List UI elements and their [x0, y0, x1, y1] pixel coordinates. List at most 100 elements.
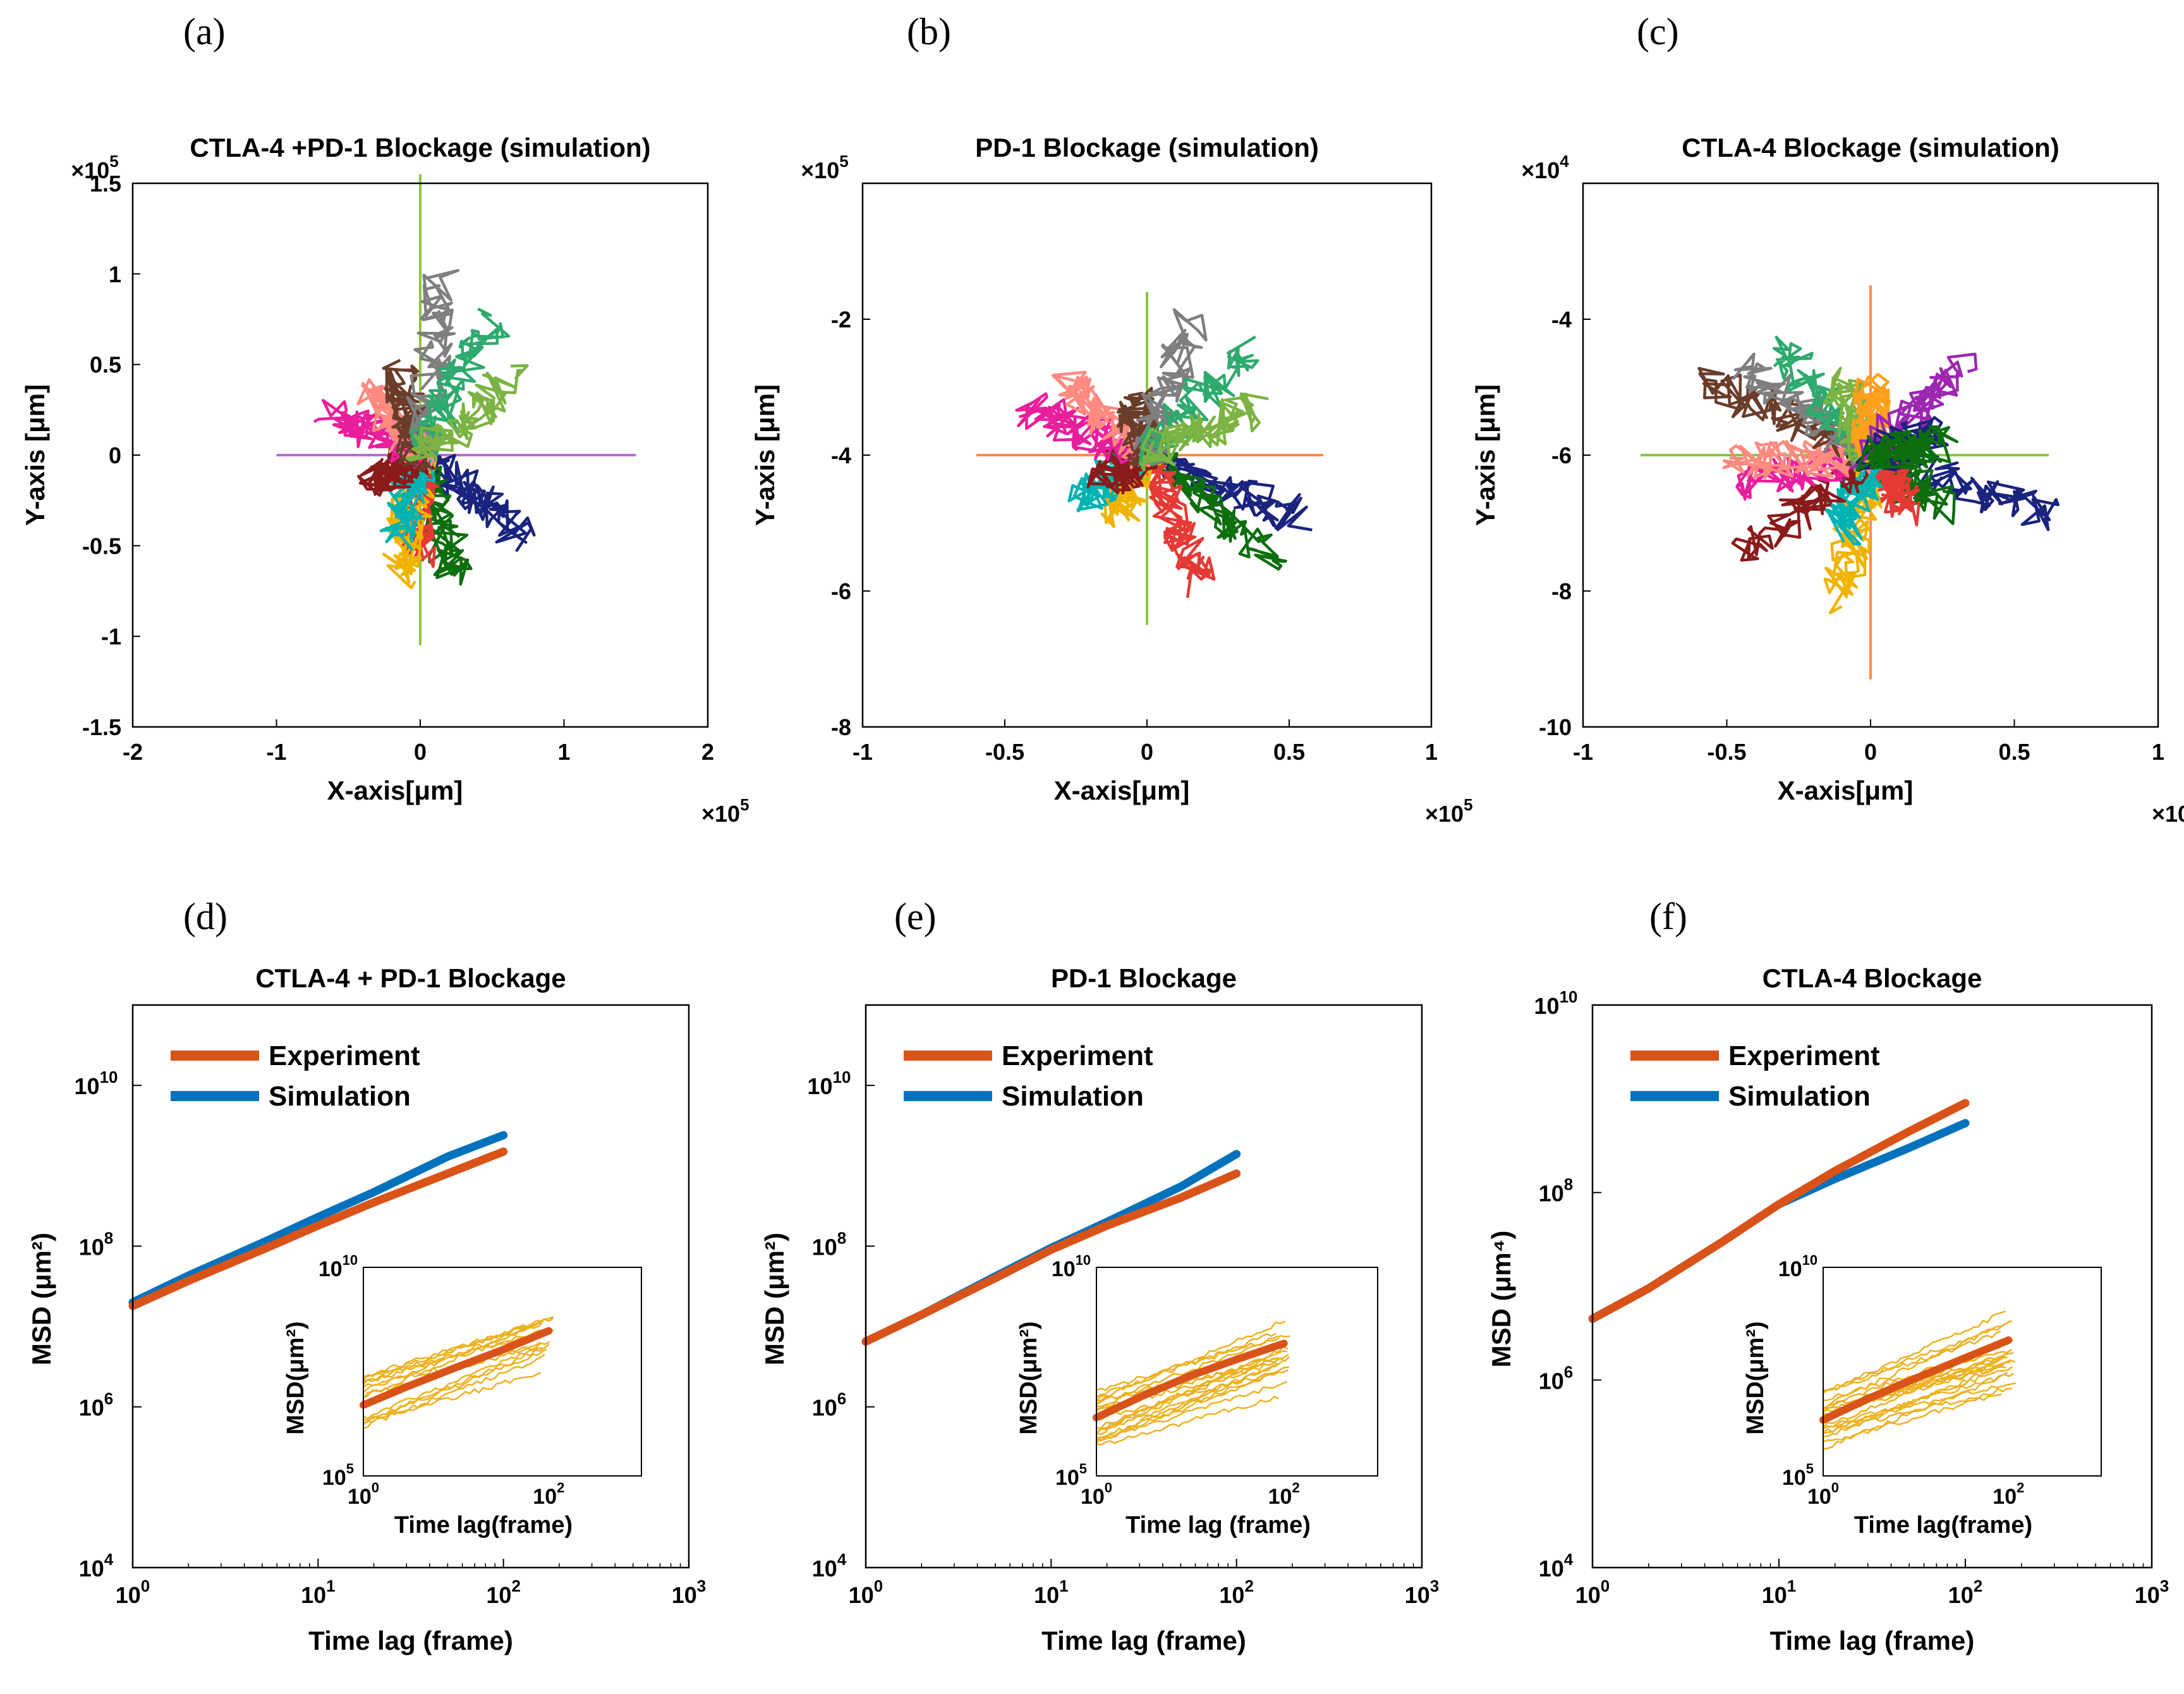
x-tick-label: 0: [1141, 739, 1153, 765]
trajectory-9: [382, 358, 434, 472]
inset-y-tick-label: 1010: [318, 1252, 358, 1281]
x-tick-label: 101: [1034, 1576, 1069, 1608]
inset-background: [363, 1267, 641, 1476]
series-experiment-line: [861, 1169, 1241, 1346]
plot-frame: [864, 1004, 1423, 1569]
x-tick-label: 100: [116, 1576, 150, 1608]
y-multiplier: ×105: [801, 152, 849, 183]
series-experiment-line: [128, 1147, 508, 1310]
msd-panel-d: CTLA-4 + PD-1 Blockage Experiment Simulati…: [27, 963, 706, 1655]
trajectory-16: [1855, 425, 1959, 472]
inset-track-12: [363, 1372, 542, 1421]
inset-x-axis-label: Time lag(frame): [394, 1512, 573, 1539]
inset-track-6: [363, 1347, 543, 1420]
x-axis-label: X-axis[μm]: [327, 776, 463, 805]
legend-label-experiment: Experiment: [269, 1040, 420, 1071]
trajectory-11: [1772, 336, 1886, 460]
inset-mean-curve: [360, 1327, 553, 1409]
y-axis-label: Y-axis [μm]: [1471, 384, 1500, 526]
inset-track-13: [1823, 1393, 2002, 1442]
panel-label-c: (c): [1637, 11, 1679, 52]
y-tick-label: 1010: [808, 1068, 851, 1099]
inset-track-6: [1823, 1372, 2008, 1451]
inset-x-axis-label: Time lag (frame): [1125, 1512, 1311, 1539]
inset-y-tick-label: 105: [322, 1461, 354, 1490]
inset-y-axis-label: MSD(μm²): [1742, 1321, 1769, 1434]
x-tick-label: 103: [1405, 1576, 1440, 1608]
x-axis-label: X-axis[μm]: [1054, 776, 1190, 805]
y-tick-label: 1010: [1534, 987, 1578, 1019]
y-tick-label: -1.5: [82, 714, 121, 740]
x-tick-label: 100: [849, 1576, 883, 1608]
trajectory-panel-b: PD-1 Blockage (simulation) ×105 ×105 -1 -0.5…: [750, 133, 1473, 827]
inset-x-tick-label: 100: [348, 1480, 379, 1509]
plot-title: CTLA-4 Blockage (simulation): [1682, 133, 2059, 162]
plot-title: PD-1 Blockage: [1051, 963, 1237, 993]
panel-label-a: (a): [183, 11, 226, 52]
x-multiplier: ×105: [2152, 795, 2184, 827]
y-axis-label: Y-axis [μm]: [750, 384, 780, 526]
panel-label-e: (e): [894, 896, 937, 937]
x-tick-label: 0: [1864, 739, 1877, 765]
inset-x-tick-label: 100: [1807, 1480, 1839, 1509]
x-axis-label: Time lag (frame): [1770, 1626, 1975, 1655]
trajectory-panel-c: CTLA-4 Blockage (simulation) ×104 ×105 -1 -0…: [1471, 133, 2184, 827]
y-multiplier: ×104: [1521, 152, 1569, 183]
legend-label-experiment: Experiment: [1002, 1040, 1153, 1071]
y-tick-label: -4: [1551, 307, 1572, 332]
inset-x-tick-label: 102: [533, 1480, 564, 1509]
y-tick-label: 1010: [75, 1068, 118, 1099]
legend-label-simulation: Simulation: [269, 1081, 411, 1112]
panel-label-d: (d): [183, 896, 228, 937]
legend-label-simulation: Simulation: [1002, 1081, 1144, 1112]
inset-track-8: [1096, 1380, 1288, 1442]
inset-track-9: [363, 1322, 541, 1377]
trajectory-7: [313, 399, 434, 469]
series-experiment-line: [1588, 1099, 1970, 1323]
inset-track-15: [1096, 1335, 1278, 1391]
x-tick-label: 0.5: [1998, 739, 2030, 765]
y-axis-label: MSD (μm⁴): [1486, 1231, 1516, 1368]
y-tick-label: -0.5: [82, 533, 121, 559]
plot-frame: [1591, 1004, 2153, 1569]
y-tick-label: 104: [1539, 1550, 1574, 1581]
series-simulation-line: [128, 1131, 508, 1307]
inset-y-axis-label: MSD(μm²): [282, 1321, 309, 1434]
y-tick-label: 104: [812, 1550, 847, 1581]
y-tick-label: 1: [109, 261, 121, 287]
legend-label-simulation: Simulation: [1728, 1081, 1871, 1112]
y-tick-label: 108: [1539, 1175, 1574, 1207]
x-tick-label: -0.5: [985, 739, 1024, 765]
x-tick-label: -1: [1573, 739, 1593, 765]
y-tick-label: 108: [79, 1228, 114, 1260]
y-tick-label: 108: [812, 1228, 847, 1260]
y-tick-label: 104: [79, 1550, 114, 1581]
y-axis-label: MSD (μm²): [27, 1233, 56, 1365]
inset-track-11: [1096, 1350, 1287, 1429]
x-tick-label: -1: [266, 739, 286, 765]
inset-x-axis-label: Time lag(frame): [1854, 1512, 2032, 1539]
trajectory-12: [406, 364, 529, 462]
inset-f: 100 102 105 1010 Time lag(frame) MSD(μm²): [1742, 1252, 2102, 1539]
x-axis-label: X-axis[μm]: [1778, 776, 1914, 805]
y-axis-label: MSD (μm²): [760, 1233, 789, 1365]
y-tick-label: 1.5: [90, 171, 121, 197]
y-multiplier: ×105: [71, 152, 119, 183]
inset-track-16: [1823, 1310, 2006, 1394]
x-tick-label: 1: [1425, 739, 1438, 765]
inset-track-5: [363, 1343, 550, 1425]
y-tick-label: -2: [831, 307, 851, 332]
inset-frame: [363, 1267, 642, 1477]
y-tick-label: -4: [831, 442, 851, 468]
x-tick-label: 0: [414, 739, 427, 765]
inset-mean-curve: [1093, 1339, 1288, 1422]
trajectory-12: [1139, 392, 1269, 472]
inset-y-tick-label: 105: [1055, 1461, 1087, 1490]
x-tick-label: 103: [2135, 1576, 2169, 1608]
msd-panel-e: PD-1 Blockage Experiment Simulation 100 101 1…: [760, 963, 1439, 1655]
inset-track-14: [363, 1317, 554, 1381]
x-tick-label: 0.5: [1273, 739, 1305, 765]
plot-title: CTLA-4 +PD-1 Blockage (simulation): [190, 133, 650, 162]
